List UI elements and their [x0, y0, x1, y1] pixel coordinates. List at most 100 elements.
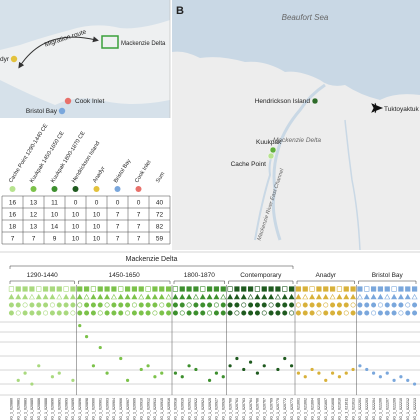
symbol [384, 286, 390, 292]
dot [330, 371, 335, 375]
symbol [350, 293, 357, 300]
symbol [22, 286, 28, 292]
table-cell: 72 [156, 212, 164, 219]
symbol [350, 286, 356, 292]
symbol [111, 310, 117, 316]
sample-id: CGG_1_020916 [167, 398, 171, 420]
symbol [104, 286, 110, 292]
table-cell: 7 [116, 224, 120, 231]
symbol [131, 302, 137, 308]
symbol [316, 302, 322, 308]
sample-id: CGG_1_021601 [297, 398, 301, 420]
column-dot [114, 186, 121, 192]
table-cell: 14 [51, 224, 59, 231]
symbol [200, 310, 206, 316]
sample-id: CGG_1_022206 [379, 398, 383, 420]
dot [242, 367, 246, 372]
symbol [125, 302, 131, 308]
sea-label: Beaufort Sea [282, 13, 329, 22]
symbol [405, 286, 411, 292]
sample-id: CGG_1_020764 [249, 398, 253, 420]
sample-id: CGG_1_020907 [126, 398, 130, 420]
sample-id: CGG_1_020928 [222, 398, 226, 420]
dot [392, 378, 396, 382]
sample-id: CGG_1_020770 [276, 398, 280, 420]
symbol [220, 302, 226, 308]
symbol [350, 302, 356, 308]
site-label: Hendrickson Island [255, 98, 311, 105]
dot [276, 367, 280, 372]
dot [139, 367, 143, 372]
symbol [295, 310, 301, 316]
sample-id: CGG_1_020896 [78, 398, 82, 420]
symbol [377, 310, 383, 316]
sample-id: CGG_1_022201 [358, 398, 362, 420]
symbol [295, 286, 302, 292]
symbol [77, 286, 83, 292]
symbol [200, 302, 206, 308]
site-dot [267, 152, 275, 160]
symbol [8, 302, 14, 308]
symbol [172, 310, 178, 316]
symbol [241, 310, 247, 316]
sample-id: CGG_1_020773 [290, 398, 294, 420]
sample-id: CGG_1_020895 [71, 398, 75, 420]
symbol [322, 293, 329, 300]
symbol [124, 293, 131, 300]
symbol [377, 302, 383, 308]
symbol [384, 310, 390, 316]
group-label: Bristol Bay [372, 272, 404, 279]
table-cell: 0 [74, 200, 78, 207]
sample-id: CGG_1_020915 [160, 398, 164, 420]
group-label: 1450-1650 [109, 272, 140, 279]
symbol [138, 293, 145, 300]
symbol [275, 286, 281, 292]
place-dot [58, 107, 66, 115]
table-cell: 7 [137, 236, 141, 243]
sample-id: CGG_1_020766 [256, 398, 260, 420]
symbol [83, 293, 90, 300]
symbol [391, 286, 397, 292]
symbol [22, 293, 29, 300]
sample-id: CGG_1_021608 [331, 398, 335, 420]
symbol [234, 310, 240, 316]
table-cell: 59 [156, 236, 164, 243]
sample-id: CGG_1_021605 [317, 398, 321, 420]
symbol [179, 302, 185, 308]
symbol [391, 302, 397, 308]
sample-id: CGG_1_021602 [304, 398, 308, 420]
dot [406, 378, 410, 382]
place-label: Anadyr [0, 56, 10, 63]
symbol [110, 293, 117, 300]
sample-id: CGG_1_020767 [263, 398, 267, 420]
symbol [370, 286, 377, 292]
symbol [398, 302, 404, 308]
symbol [179, 310, 185, 316]
dot [303, 375, 307, 379]
symbol [90, 286, 97, 292]
group-bracket [296, 280, 355, 284]
symbol [240, 293, 247, 300]
symbol [186, 293, 193, 300]
dot [344, 371, 348, 375]
symbol [261, 310, 267, 316]
symbol [29, 302, 35, 308]
symbol [248, 302, 254, 308]
sample-id: CGG_1_020927 [215, 398, 219, 420]
symbol [357, 286, 363, 292]
sea [0, 80, 170, 118]
symbol [384, 293, 391, 300]
symbol [227, 310, 233, 316]
sample-id: CGG_1_020769 [269, 398, 273, 420]
symbol [254, 286, 261, 292]
symbol [343, 302, 349, 308]
dot [317, 371, 321, 375]
migration-arrow [18, 36, 99, 69]
symbol [288, 286, 295, 292]
symbol [56, 286, 62, 292]
sample-id: CGG_1_022213 [413, 398, 417, 420]
symbol [268, 286, 274, 292]
sample-id: CGG_1_022210 [399, 398, 403, 420]
symbol [268, 310, 274, 316]
symbol [405, 310, 411, 316]
